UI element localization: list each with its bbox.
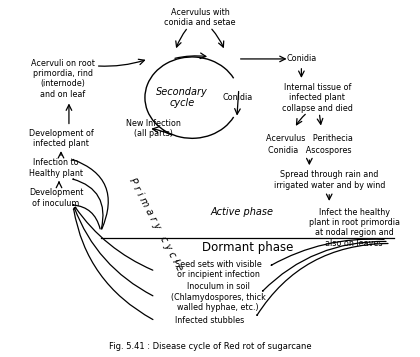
Text: Secondary
cycle: Secondary cycle bbox=[156, 87, 208, 109]
FancyArrowPatch shape bbox=[257, 243, 388, 315]
Text: New Infection
(all parts): New Infection (all parts) bbox=[126, 119, 181, 138]
Text: Conidia: Conidia bbox=[223, 93, 253, 102]
FancyArrowPatch shape bbox=[75, 207, 153, 270]
Text: Dormant phase: Dormant phase bbox=[202, 241, 294, 254]
Text: Acervulus   Perithecia: Acervulus Perithecia bbox=[266, 134, 353, 143]
FancyArrowPatch shape bbox=[74, 208, 153, 296]
Text: Development of
infected plant: Development of infected plant bbox=[29, 129, 93, 148]
FancyArrowPatch shape bbox=[73, 205, 100, 229]
Text: Infection to
Healthy plant: Infection to Healthy plant bbox=[29, 159, 83, 178]
Text: Infect the healthy
plant in root primordia
at nodal region and
also on leaves: Infect the healthy plant in root primord… bbox=[309, 207, 399, 248]
FancyArrowPatch shape bbox=[74, 209, 153, 320]
FancyArrowPatch shape bbox=[73, 179, 103, 229]
Text: P r i m a r y   c y c l e: P r i m a r y c y c l e bbox=[126, 176, 184, 273]
Text: Internal tissue of
infected plant
collapse and died: Internal tissue of infected plant collap… bbox=[282, 83, 353, 112]
Text: Infected stubbles: Infected stubbles bbox=[176, 316, 244, 325]
FancyArrowPatch shape bbox=[262, 241, 386, 291]
Text: Development
of inoculum: Development of inoculum bbox=[29, 188, 83, 207]
FancyArrowPatch shape bbox=[271, 239, 384, 265]
FancyArrowPatch shape bbox=[73, 160, 108, 229]
Text: Conidia: Conidia bbox=[286, 54, 317, 64]
Text: Seed sets with visible
or incipient infection: Seed sets with visible or incipient infe… bbox=[175, 260, 261, 279]
Text: Conidia   Ascospores: Conidia Ascospores bbox=[268, 146, 351, 155]
Text: Spread through rain and
irrigated water and by wind: Spread through rain and irrigated water … bbox=[273, 170, 385, 190]
Text: Acervulus with
conidia and setae: Acervulus with conidia and setae bbox=[164, 7, 236, 27]
Text: Inoculum in soil
(Chlamydospores, thick
walled hyphae, etc.): Inoculum in soil (Chlamydospores, thick … bbox=[171, 282, 265, 312]
Text: Active phase: Active phase bbox=[210, 207, 273, 217]
Text: Acervuli on root
primordia, rind
(internode)
and on leaf: Acervuli on root primordia, rind (intern… bbox=[31, 59, 95, 99]
Text: Fig. 5.41 : Disease cycle of Red rot of sugarcane: Fig. 5.41 : Disease cycle of Red rot of … bbox=[109, 342, 311, 351]
